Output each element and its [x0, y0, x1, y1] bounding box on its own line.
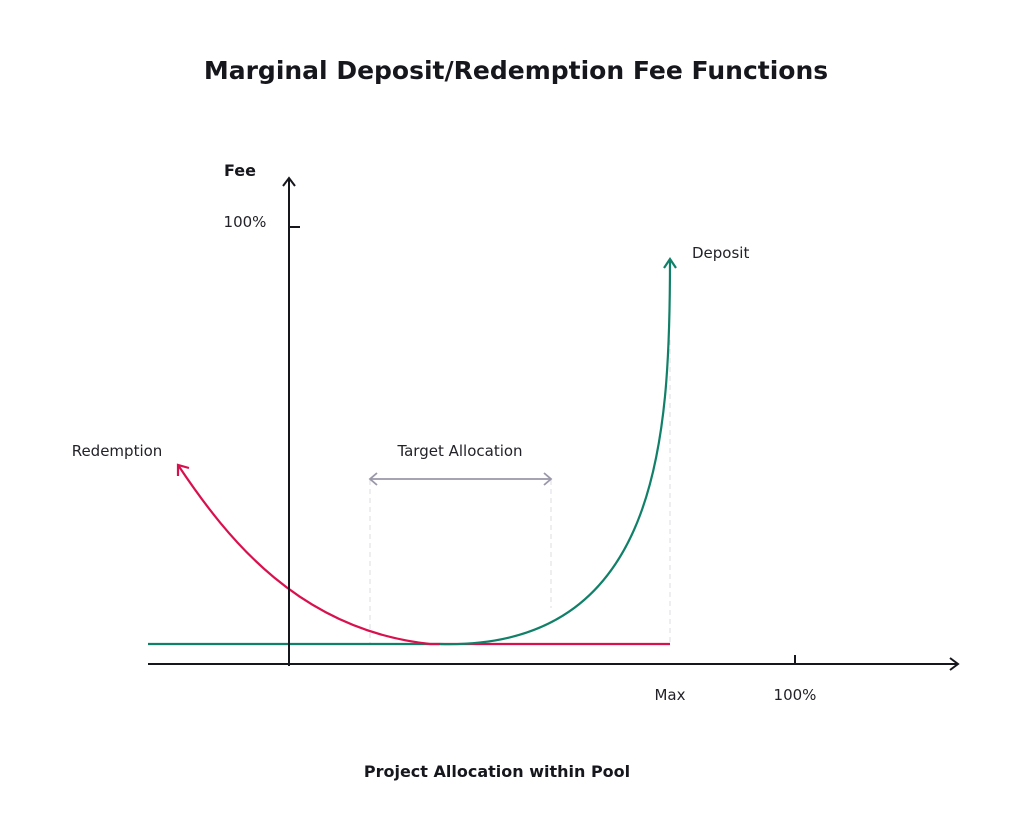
- x-axis-arrowhead: [949, 657, 960, 671]
- deposit-arrowhead: [663, 257, 677, 269]
- target-allocation-arrow: [368, 472, 553, 486]
- y-axis-arrowhead: [282, 176, 296, 187]
- x-tick-label-max: Max: [654, 686, 685, 704]
- x-tick-label-100: 100%: [774, 686, 817, 704]
- target-allocation-label: Target Allocation: [396, 442, 522, 460]
- x-axis-title: Project Allocation within Pool: [364, 762, 630, 781]
- redemption-curve: [177, 464, 431, 646]
- y-axis-title: Fee: [224, 161, 256, 180]
- redemption-arrowhead: [176, 463, 190, 476]
- redemption-label: Redemption: [72, 442, 163, 460]
- y-axis-tick-label: 100%: [224, 213, 267, 231]
- diagram-title: Marginal Deposit/Redemption Fee Function…: [204, 56, 828, 85]
- axes: [148, 176, 960, 671]
- deposit-curve: [439, 258, 672, 646]
- deposit-label: Deposit: [692, 244, 749, 262]
- guide-lines: [369, 340, 671, 644]
